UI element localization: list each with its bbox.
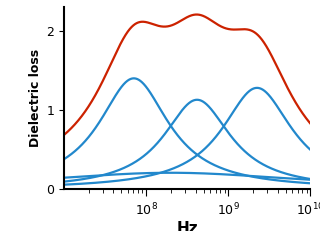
X-axis label: Hz: Hz	[176, 221, 198, 231]
Y-axis label: Dielectric loss: Dielectric loss	[29, 49, 42, 147]
